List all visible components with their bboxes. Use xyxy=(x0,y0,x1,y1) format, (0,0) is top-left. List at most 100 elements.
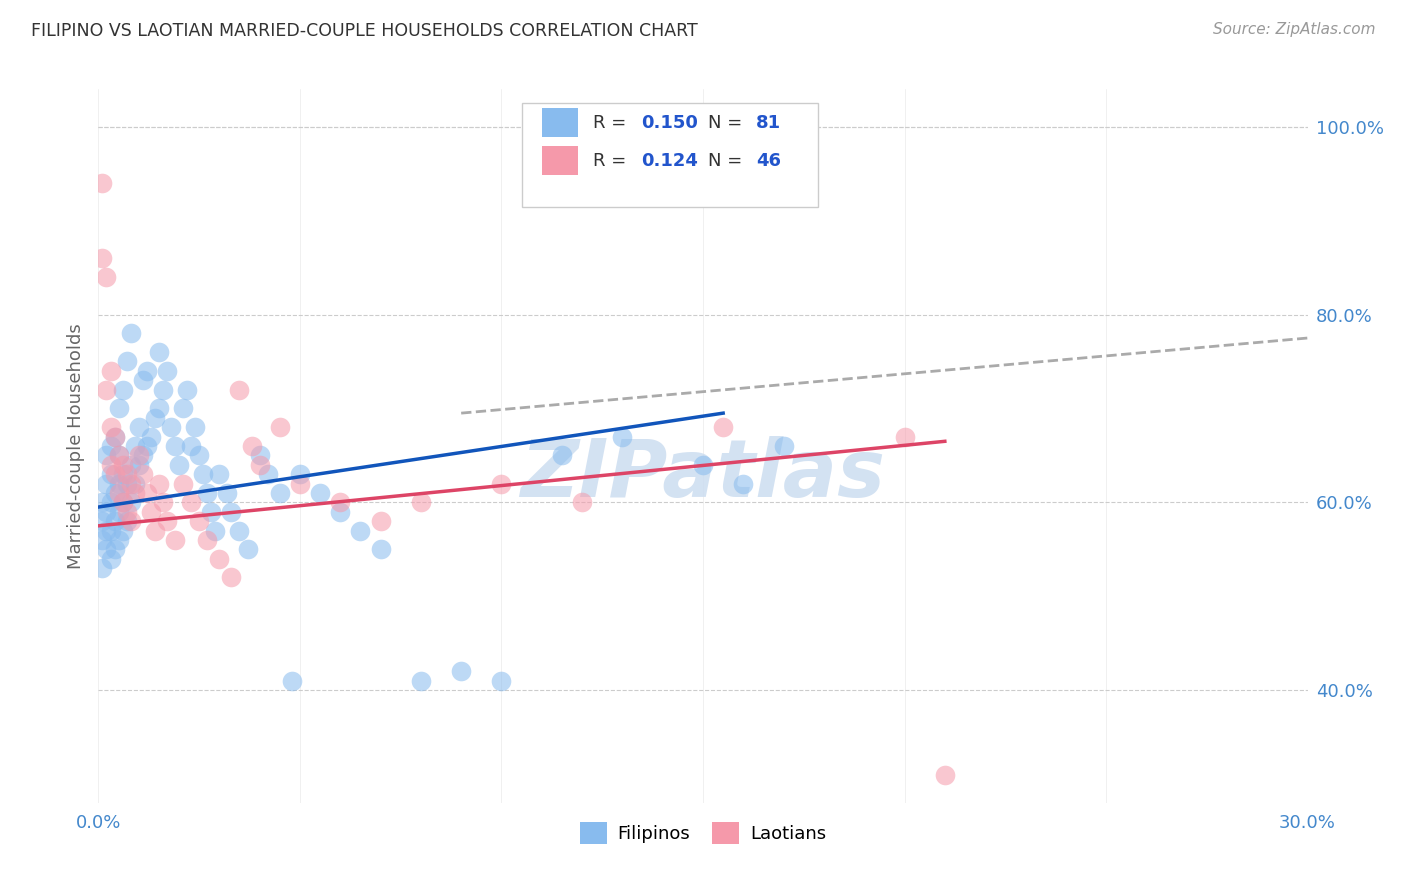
Point xyxy=(115,505,138,519)
Point xyxy=(96,542,118,557)
Point xyxy=(217,486,239,500)
Point xyxy=(135,439,157,453)
Text: 46: 46 xyxy=(756,152,782,169)
Point xyxy=(269,420,291,434)
Point xyxy=(288,467,311,482)
Point xyxy=(148,476,170,491)
Point xyxy=(221,505,243,519)
Point xyxy=(148,401,170,416)
Point xyxy=(176,383,198,397)
Point xyxy=(180,495,202,509)
Point xyxy=(195,533,218,547)
Point xyxy=(124,476,146,491)
Point xyxy=(91,495,114,509)
Point xyxy=(288,476,311,491)
Point xyxy=(120,326,142,341)
Point xyxy=(120,514,142,528)
Point xyxy=(893,429,915,443)
Point xyxy=(156,364,179,378)
Point xyxy=(148,345,170,359)
FancyBboxPatch shape xyxy=(522,103,818,207)
Point xyxy=(692,458,714,472)
Point xyxy=(124,486,146,500)
Point xyxy=(96,383,118,397)
Point xyxy=(450,665,472,679)
Point xyxy=(107,533,129,547)
Legend: Filipinos, Laotians: Filipinos, Laotians xyxy=(572,814,834,851)
Text: R =: R = xyxy=(593,152,631,169)
Point xyxy=(236,542,259,557)
Point xyxy=(163,439,186,453)
Point xyxy=(103,467,125,482)
Point xyxy=(111,524,134,538)
Text: N =: N = xyxy=(707,152,748,169)
Point xyxy=(96,524,118,538)
Point xyxy=(128,420,150,434)
Point xyxy=(256,467,278,482)
Point xyxy=(249,449,271,463)
Text: ZIPatlas: ZIPatlas xyxy=(520,435,886,514)
Point xyxy=(349,524,371,538)
Point xyxy=(132,373,155,387)
Point xyxy=(100,524,122,538)
Text: 0.124: 0.124 xyxy=(641,152,699,169)
Point xyxy=(160,420,183,434)
Point xyxy=(111,467,134,482)
FancyBboxPatch shape xyxy=(543,109,578,137)
Point xyxy=(124,439,146,453)
Text: FILIPINO VS LAOTIAN MARRIED-COUPLE HOUSEHOLDS CORRELATION CHART: FILIPINO VS LAOTIAN MARRIED-COUPLE HOUSE… xyxy=(31,22,697,40)
Point xyxy=(120,458,142,472)
Point xyxy=(370,542,392,557)
Point xyxy=(103,542,125,557)
Text: N =: N = xyxy=(707,114,748,132)
Point xyxy=(91,514,114,528)
Point xyxy=(172,476,194,491)
Point xyxy=(772,439,794,453)
Point xyxy=(107,449,129,463)
Point xyxy=(103,486,125,500)
Point xyxy=(135,364,157,378)
Point xyxy=(120,495,142,509)
Point xyxy=(163,533,186,547)
Point xyxy=(143,410,166,425)
Point xyxy=(100,420,122,434)
Point xyxy=(208,467,231,482)
Point xyxy=(228,383,250,397)
Point xyxy=(107,476,129,491)
Point xyxy=(91,251,114,265)
Point xyxy=(103,514,125,528)
Point xyxy=(204,524,226,538)
Point xyxy=(111,495,134,509)
Point xyxy=(188,449,211,463)
Point xyxy=(111,495,134,509)
Point xyxy=(711,420,734,434)
Point xyxy=(103,429,125,443)
Point xyxy=(491,673,513,688)
Point xyxy=(132,467,155,482)
Point xyxy=(156,514,179,528)
Point xyxy=(152,383,174,397)
Point xyxy=(167,458,190,472)
Point xyxy=(100,439,122,453)
Point xyxy=(120,476,142,491)
Point xyxy=(240,439,263,453)
Point xyxy=(128,458,150,472)
Point xyxy=(96,270,118,285)
Point xyxy=(551,449,574,463)
Point xyxy=(100,467,122,482)
Point xyxy=(221,570,243,584)
Point xyxy=(91,176,114,190)
Point xyxy=(139,505,162,519)
Point xyxy=(329,495,352,509)
Point xyxy=(100,551,122,566)
Text: R =: R = xyxy=(593,114,631,132)
Point xyxy=(107,449,129,463)
Point xyxy=(115,467,138,482)
Point xyxy=(103,429,125,443)
Text: 81: 81 xyxy=(756,114,782,132)
Y-axis label: Married-couple Households: Married-couple Households xyxy=(66,323,84,569)
Point xyxy=(184,420,207,434)
Point xyxy=(132,449,155,463)
Point xyxy=(115,354,138,368)
Point xyxy=(208,551,231,566)
